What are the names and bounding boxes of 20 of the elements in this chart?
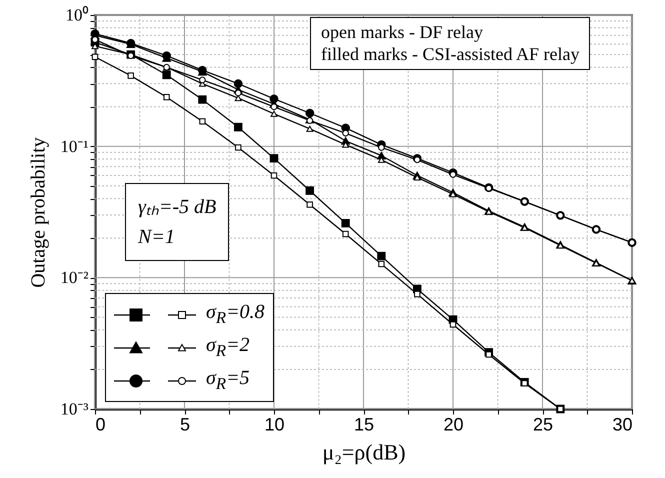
y-tick-label: 10⁰ (66, 6, 88, 24)
x-tick-label: 10 (264, 414, 285, 434)
x-tick-label: 20 (443, 414, 464, 434)
x-tick-label: 15 (354, 414, 374, 434)
annotation: open marks - DF relay (321, 22, 484, 44)
x-tick-label: 25 (532, 414, 554, 434)
y-tick-label: 10⁻¹ (60, 136, 88, 156)
y-tick-label: 10⁻² (60, 268, 88, 288)
x-axis-title: μ₂=ρ(dB) (322, 440, 406, 464)
x-tick-label: 0 (96, 414, 106, 434)
legend-label: σ$_{R}$=5 (206, 367, 250, 394)
y-axis-title: Outage probability (27, 137, 50, 288)
x-tick-label: 5 (180, 414, 190, 434)
legend-label: σ$_{R}$=0.8 (206, 301, 265, 328)
annotation: γₜₕ=-5 dB (138, 195, 216, 220)
legend-label: σ$_{R}$=2 (206, 334, 250, 361)
x-tick-label: 30 (612, 414, 632, 434)
y-tick-label: 10⁻³ (60, 400, 88, 418)
annotation: N=1 (138, 225, 176, 250)
annotation: filled marks - CSI-assisted AF relay (321, 44, 580, 66)
